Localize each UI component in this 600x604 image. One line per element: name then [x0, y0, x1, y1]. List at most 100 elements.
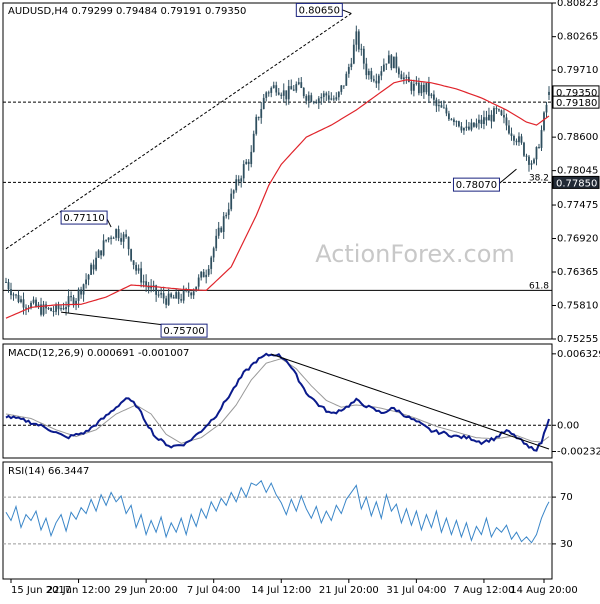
- candle-body: [60, 308, 62, 310]
- candle-body: [530, 163, 533, 165]
- candle-body: [432, 94, 435, 100]
- candle-body: [195, 286, 198, 292]
- candle-body: [412, 83, 415, 91]
- watermark-text: ActionForex.com: [315, 240, 515, 268]
- annotation-box: [295, 2, 343, 17]
- candle-body: [62, 308, 65, 310]
- candle-body: [498, 109, 500, 111]
- price-title: AUDUSD,H4 0.79299 0.79484 0.79191 0.7935…: [8, 6, 246, 17]
- macd-panel-frame: [2, 343, 553, 459]
- candle-body: [255, 116, 258, 134]
- candle-body: [207, 268, 210, 275]
- candle-body: [545, 104, 548, 113]
- candle-body: [402, 77, 405, 80]
- candle-body: [125, 234, 128, 237]
- candle-body: [160, 293, 163, 295]
- candle-body: [445, 107, 448, 114]
- rsi-line: [5, 479, 550, 544]
- candle-body: [390, 55, 393, 69]
- candle-body: [52, 310, 55, 312]
- fib-level-label: 38.2: [529, 173, 549, 183]
- candle-body: [443, 107, 445, 109]
- candle-body: [57, 304, 60, 310]
- candle-body: [267, 92, 270, 94]
- candle-body: [132, 260, 135, 265]
- candle-body: [435, 99, 438, 107]
- candle-body: [470, 122, 473, 130]
- candle-body: [382, 64, 385, 72]
- candle-body: [15, 294, 17, 296]
- annotation-label: 0.77110: [63, 213, 104, 224]
- candle-body: [122, 234, 125, 242]
- candle-body: [483, 117, 485, 124]
- candle-body: [385, 63, 388, 65]
- candle-body: [260, 109, 263, 118]
- candle-body: [82, 284, 85, 295]
- candle-body: [367, 71, 370, 76]
- annotation-box: [452, 177, 500, 192]
- candle-body: [287, 86, 290, 100]
- candle-body: [475, 123, 478, 127]
- macd-tick-label: -0.002324: [557, 446, 600, 457]
- candle-body: [458, 121, 460, 127]
- candle-body: [422, 84, 425, 93]
- candle-body: [520, 136, 523, 143]
- candle-body: [357, 31, 360, 50]
- candle-body: [425, 82, 428, 93]
- candle-body: [397, 68, 400, 75]
- annotation-box: [60, 210, 108, 225]
- candle-body: [47, 308, 50, 310]
- candle-body: [7, 282, 10, 290]
- candle-body: [127, 236, 130, 250]
- candle-body: [232, 190, 235, 194]
- candle-body: [380, 71, 383, 76]
- fib-level-label: 61.8: [529, 281, 549, 291]
- candle-body: [65, 307, 67, 310]
- rsi-y-axis: 70 30: [552, 492, 573, 550]
- candle-body: [355, 31, 358, 45]
- candle-body: [282, 90, 285, 96]
- candle-body: [285, 90, 288, 100]
- candle-body: [257, 116, 260, 118]
- candle-body: [142, 281, 145, 283]
- candle-body: [247, 161, 250, 165]
- price-annotations: 0.80650 0.77110 0.75700 0.78070: [60, 2, 517, 338]
- candle-body: [230, 193, 233, 210]
- x-tick-label: 7 Aug 12:00: [453, 585, 514, 596]
- candle-body: [350, 63, 353, 68]
- candle-body: [97, 250, 100, 258]
- candle-body: [377, 75, 380, 84]
- candle-body: [330, 98, 333, 100]
- candle-body: [75, 300, 77, 306]
- candle-body: [387, 55, 390, 64]
- candle-body: [197, 277, 200, 287]
- candle-body: [175, 292, 178, 299]
- price-tick-label: 0.79710: [557, 65, 598, 76]
- candle-body: [135, 264, 138, 271]
- candle-body: [215, 235, 218, 249]
- x-tick-label: 29 Jun 20:00: [114, 585, 178, 596]
- candle-body: [87, 274, 90, 280]
- candle-body: [370, 71, 373, 80]
- candle-body: [67, 296, 70, 308]
- macd-tick-label: 0.006329: [557, 349, 600, 360]
- candle-body: [508, 125, 510, 134]
- candle-body: [145, 281, 148, 286]
- candle-body: [305, 96, 308, 101]
- candle-body: [277, 92, 280, 95]
- candle-body: [365, 63, 368, 76]
- candle-body: [50, 308, 52, 311]
- candle-body: [17, 294, 20, 303]
- candle-body: [202, 271, 205, 278]
- candle-body: [538, 146, 540, 148]
- candle-body: [540, 130, 543, 148]
- candle-body: [315, 101, 318, 104]
- candle-body: [170, 293, 173, 298]
- candle-body: [162, 293, 165, 299]
- candle-body: [100, 250, 102, 256]
- candle-body: [262, 97, 265, 110]
- candle-body: [523, 142, 525, 156]
